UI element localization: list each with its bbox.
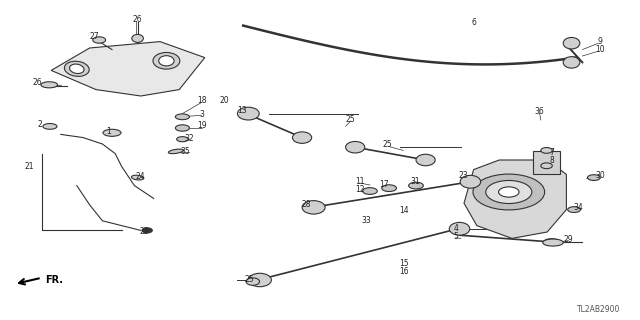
Text: 26: 26	[132, 15, 143, 24]
Text: 18: 18	[197, 96, 206, 105]
Text: 22: 22	[140, 227, 148, 236]
Ellipse shape	[292, 132, 312, 143]
Ellipse shape	[568, 207, 580, 212]
Ellipse shape	[563, 37, 580, 49]
Text: 25: 25	[244, 275, 255, 284]
Text: 6: 6	[471, 18, 476, 27]
Text: 14: 14	[399, 206, 410, 215]
Circle shape	[541, 163, 552, 169]
Ellipse shape	[362, 188, 378, 195]
Text: 15: 15	[399, 260, 410, 268]
Ellipse shape	[175, 125, 189, 131]
Circle shape	[541, 148, 552, 153]
Circle shape	[486, 180, 532, 204]
Text: 36: 36	[534, 107, 545, 116]
Ellipse shape	[588, 175, 600, 180]
Text: 12: 12	[355, 185, 364, 194]
Ellipse shape	[416, 154, 435, 166]
Text: 34: 34	[573, 203, 583, 212]
Ellipse shape	[159, 56, 174, 66]
Text: 24: 24	[136, 172, 146, 181]
Ellipse shape	[563, 57, 580, 68]
Text: 32: 32	[184, 134, 194, 143]
Ellipse shape	[460, 175, 481, 188]
Ellipse shape	[168, 149, 184, 154]
Text: 27: 27	[90, 32, 100, 41]
Ellipse shape	[381, 185, 397, 191]
Text: 29: 29	[563, 235, 573, 244]
Text: 2: 2	[37, 120, 42, 129]
Text: 31: 31	[410, 177, 420, 186]
Text: 19: 19	[196, 121, 207, 130]
Ellipse shape	[543, 239, 563, 246]
Text: 28: 28	[301, 200, 310, 209]
Ellipse shape	[70, 64, 84, 74]
Text: 33: 33	[361, 216, 371, 225]
Polygon shape	[464, 160, 566, 238]
Circle shape	[93, 37, 106, 43]
Ellipse shape	[302, 201, 325, 214]
Ellipse shape	[65, 61, 89, 76]
Ellipse shape	[132, 35, 143, 43]
Text: 30: 30	[595, 171, 605, 180]
Text: 5: 5	[453, 232, 458, 241]
Text: 11: 11	[355, 177, 364, 186]
Ellipse shape	[153, 52, 180, 69]
Ellipse shape	[346, 141, 365, 153]
Ellipse shape	[246, 278, 260, 285]
Text: TL2AB2900: TL2AB2900	[577, 305, 621, 314]
Polygon shape	[51, 42, 205, 96]
Ellipse shape	[177, 137, 188, 142]
Text: 17: 17	[379, 180, 389, 189]
Ellipse shape	[544, 239, 559, 244]
Circle shape	[142, 228, 152, 233]
Text: FR.: FR.	[45, 275, 63, 285]
Ellipse shape	[237, 107, 259, 120]
Circle shape	[499, 187, 519, 197]
Text: 7: 7	[549, 148, 554, 156]
Ellipse shape	[131, 175, 144, 180]
Text: 21: 21	[24, 162, 33, 171]
Text: 1: 1	[106, 127, 111, 136]
Text: 8: 8	[549, 156, 554, 164]
Ellipse shape	[409, 182, 424, 189]
Text: 9: 9	[598, 37, 603, 46]
Ellipse shape	[43, 124, 57, 129]
Text: 20: 20	[219, 96, 229, 105]
Text: 4: 4	[453, 224, 458, 233]
Ellipse shape	[175, 114, 189, 120]
Ellipse shape	[449, 222, 470, 235]
Text: 16: 16	[399, 268, 410, 276]
Text: 13: 13	[237, 106, 247, 115]
Ellipse shape	[248, 273, 271, 287]
Ellipse shape	[41, 82, 58, 88]
FancyBboxPatch shape	[533, 151, 560, 174]
Text: 3: 3	[199, 110, 204, 119]
Text: 23: 23	[458, 171, 468, 180]
Text: 25: 25	[382, 140, 392, 149]
Text: 10: 10	[595, 45, 605, 54]
Ellipse shape	[103, 129, 121, 136]
Circle shape	[473, 174, 545, 210]
Text: 26: 26	[32, 78, 42, 87]
Text: 35: 35	[180, 147, 191, 156]
Text: 25: 25	[346, 115, 356, 124]
